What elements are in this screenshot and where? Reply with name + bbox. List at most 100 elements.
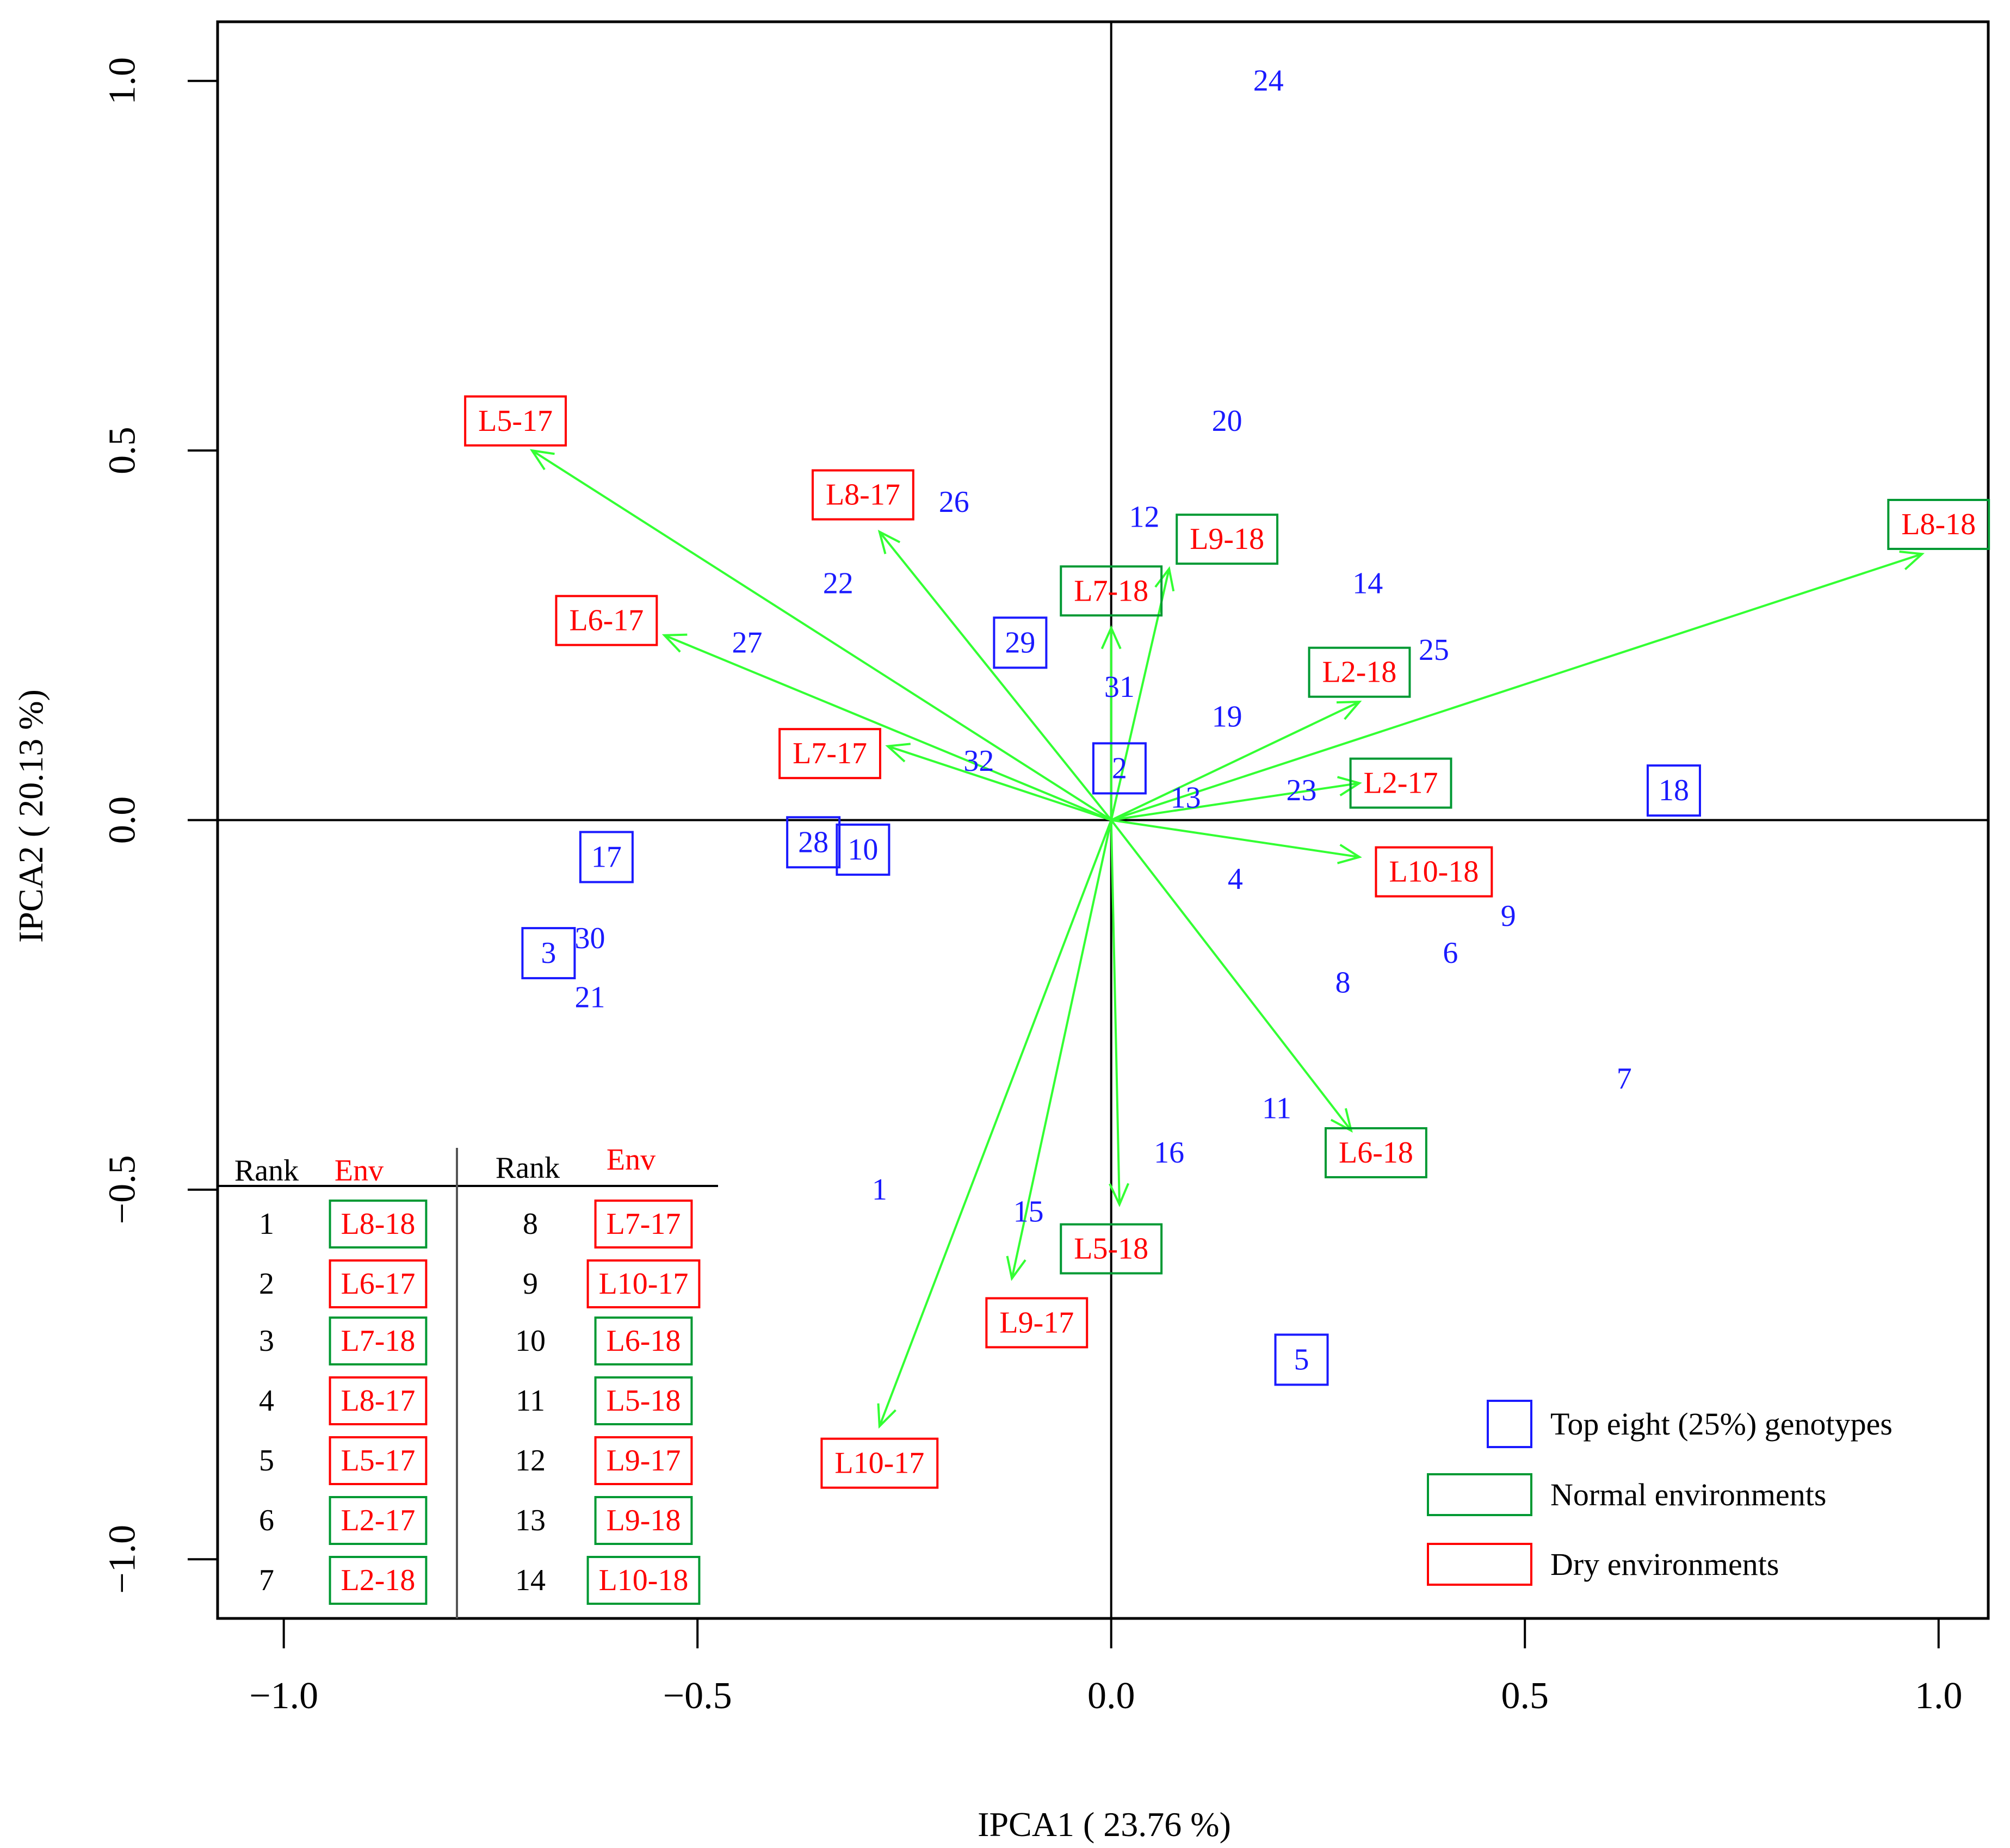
env-vector bbox=[1110, 820, 1121, 1205]
top-genotype-box bbox=[993, 616, 1048, 669]
genotype-label: 16 bbox=[1154, 1136, 1184, 1170]
genotype-label: 7 bbox=[1617, 1062, 1632, 1096]
environment-vectors bbox=[529, 449, 1925, 1429]
table-env-value: L9-17 bbox=[607, 1444, 681, 1478]
genotype-label: 20 bbox=[1212, 404, 1242, 438]
env-label: L8-17 bbox=[826, 478, 900, 512]
y-axis: −1.0 −0.5 0.0 0.5 1.0 bbox=[102, 57, 219, 1594]
env-vector bbox=[1110, 819, 1352, 1132]
genotype-label: 15 bbox=[1013, 1195, 1044, 1229]
genotype-label: 22 bbox=[823, 567, 854, 601]
genotype-label: 28 bbox=[798, 825, 828, 859]
env-vector-arrowhead bbox=[885, 743, 911, 763]
table-env-value: L9-18 bbox=[607, 1504, 681, 1537]
x-tick-label: 0.0 bbox=[1087, 1675, 1135, 1717]
x-tick-label: −0.5 bbox=[663, 1675, 732, 1717]
top-genotype-box bbox=[1647, 764, 1702, 817]
table-header-env: Env bbox=[607, 1143, 655, 1177]
genotype-label: 14 bbox=[1352, 567, 1383, 601]
env-vector bbox=[887, 745, 1112, 821]
table-rank-value: 4 bbox=[259, 1384, 274, 1418]
legend-label-dry: Dry environments bbox=[1550, 1547, 1779, 1582]
y-tick-label: 1.0 bbox=[102, 57, 144, 105]
env-vector-arrowhead bbox=[1337, 844, 1362, 864]
table-rank-value: 10 bbox=[515, 1324, 546, 1358]
table-env-box bbox=[329, 1376, 428, 1425]
y-tick-label: 0.5 bbox=[102, 427, 144, 474]
env-label: L9-17 bbox=[999, 1306, 1074, 1339]
table-env-box bbox=[594, 1496, 693, 1545]
genotype-label: 9 bbox=[1501, 899, 1516, 933]
table-env-value: L7-18 bbox=[341, 1324, 416, 1358]
env-label-box bbox=[464, 395, 567, 447]
environment-labels: L5-17 L8-17 L6-17 L7-17 L7-18 L9-18 L8-18 L2-18… bbox=[464, 395, 1990, 1489]
top-genotype-box bbox=[786, 816, 841, 869]
x-axis-title: IPCA1 ( 23.76 %) bbox=[978, 1805, 1231, 1844]
genotype-label: 13 bbox=[1171, 781, 1201, 815]
genotype-label: 31 bbox=[1104, 670, 1135, 704]
env-label-box bbox=[1887, 498, 1990, 550]
genotype-label: 6 bbox=[1443, 936, 1458, 970]
table-rank-value: 3 bbox=[259, 1324, 274, 1358]
genotype-label: 10 bbox=[848, 833, 878, 867]
env-label-box bbox=[1325, 1127, 1427, 1178]
table-rank-value: 6 bbox=[259, 1504, 274, 1537]
env-vector bbox=[1011, 820, 1112, 1279]
table-rank-value: 14 bbox=[515, 1563, 546, 1597]
env-label-box bbox=[985, 1297, 1089, 1349]
env-label: L7-18 bbox=[1074, 574, 1148, 608]
genotype-label: 26 bbox=[939, 485, 969, 519]
env-label-box bbox=[811, 469, 914, 521]
legend-label-top: Top eight (25%) genotypes bbox=[1550, 1406, 1893, 1442]
table-env-box bbox=[594, 1200, 693, 1249]
rank-table: Rank Env Rank Env 1 L8-18 2 L6-17 3 L7-18 4 L8-17 5 L… bbox=[218, 1143, 718, 1618]
table-env-box bbox=[329, 1436, 428, 1485]
env-label: L10-17 bbox=[834, 1447, 924, 1480]
env-label: L5-18 bbox=[1074, 1232, 1148, 1266]
legend-swatch-normal bbox=[1427, 1473, 1532, 1516]
genotype-label: 30 bbox=[574, 922, 605, 955]
env-label: L2-17 bbox=[1364, 767, 1438, 800]
genotype-label: 21 bbox=[574, 981, 605, 1015]
table-header-rank: Rank bbox=[496, 1151, 560, 1185]
genotype-label: 12 bbox=[1129, 500, 1160, 534]
env-vector bbox=[1110, 568, 1171, 820]
env-label-box bbox=[1060, 565, 1163, 617]
table-header-rank: Rank bbox=[234, 1154, 299, 1188]
table-env-box bbox=[329, 1200, 428, 1249]
table-rank-value: 13 bbox=[515, 1504, 546, 1537]
legend: Top eight (25%) genotypes Normal environm… bbox=[1427, 1400, 1893, 1586]
top-genotype-box bbox=[836, 823, 890, 876]
env-vector-arrowhead bbox=[1109, 1183, 1130, 1207]
table-env-box bbox=[594, 1376, 693, 1425]
env-label: L5-17 bbox=[478, 404, 553, 438]
env-label-box bbox=[1176, 514, 1279, 565]
legend-swatch-dry bbox=[1427, 1543, 1532, 1586]
y-axis-title: IPCA2 ( 20.13 %) bbox=[11, 689, 50, 943]
table-rank-value: 11 bbox=[516, 1384, 545, 1418]
env-vector-arrowhead bbox=[1899, 551, 1925, 571]
env-vector-arrowhead bbox=[1100, 625, 1122, 650]
genotype-label: 2 bbox=[1112, 751, 1127, 785]
env-vector bbox=[879, 531, 1112, 821]
env-vector bbox=[531, 449, 1112, 821]
env-vector-arrowhead bbox=[1330, 1108, 1353, 1133]
table-env-value: L7-17 bbox=[607, 1207, 681, 1241]
genotype-label: 11 bbox=[1262, 1091, 1291, 1125]
table-env-box bbox=[594, 1436, 693, 1485]
legend-swatch-top bbox=[1487, 1400, 1532, 1448]
genotype-label: 5 bbox=[1294, 1343, 1309, 1376]
table-env-value: L2-17 bbox=[341, 1504, 416, 1537]
table-env-value: L5-18 bbox=[607, 1384, 681, 1418]
env-vector-arrowhead bbox=[1006, 1256, 1026, 1281]
table-rank-value: 2 bbox=[259, 1267, 274, 1301]
table-env-value: L2-18 bbox=[341, 1563, 416, 1597]
table-env-box bbox=[586, 1556, 701, 1605]
env-vector bbox=[878, 819, 1112, 1427]
env-vector bbox=[1111, 819, 1360, 858]
env-vector-arrowhead bbox=[1154, 566, 1175, 592]
table-rank-value: 1 bbox=[259, 1207, 274, 1241]
table-env-box bbox=[329, 1496, 428, 1545]
top-genotype-box bbox=[1092, 742, 1147, 795]
env-vector-arrowhead bbox=[529, 449, 555, 471]
